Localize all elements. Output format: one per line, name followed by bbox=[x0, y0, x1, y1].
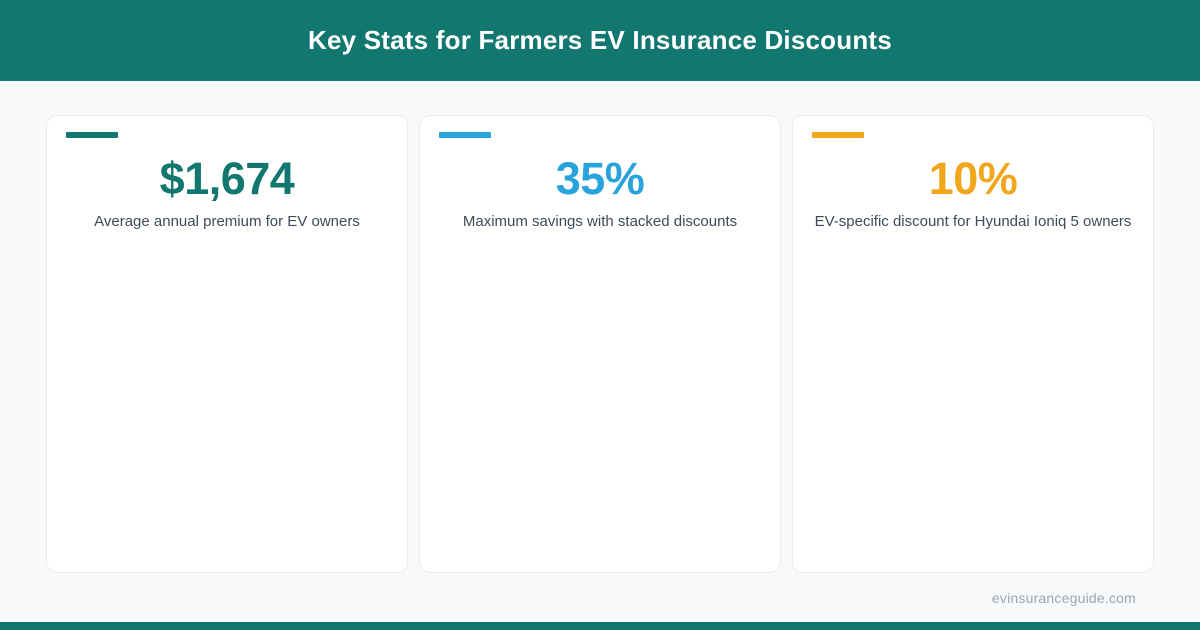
page-header: Key Stats for Farmers EV Insurance Disco… bbox=[0, 0, 1200, 81]
stat-label: Maximum savings with stacked discounts bbox=[462, 213, 738, 231]
card-accent-bar bbox=[439, 132, 491, 138]
stats-section: $1,674 Average annual premium for EV own… bbox=[0, 81, 1200, 573]
site-watermark: evinsuranceguide.com bbox=[991, 589, 1136, 606]
stat-label: EV-specific discount for Hyundai Ioniq 5… bbox=[814, 213, 1132, 231]
stat-value: $1,674 bbox=[159, 153, 295, 204]
stat-card: $1,674 Average annual premium for EV own… bbox=[46, 115, 408, 573]
stat-card-list: $1,674 Average annual premium for EV own… bbox=[46, 115, 1154, 573]
stat-card: 35% Maximum savings with stacked discoun… bbox=[419, 115, 781, 573]
page-footer: evinsuranceguide.com bbox=[0, 573, 1200, 622]
stat-label: Average annual premium for EV owners bbox=[94, 213, 360, 231]
footer-accent-bar bbox=[0, 622, 1200, 630]
stat-value: 10% bbox=[928, 153, 1018, 204]
card-accent-bar bbox=[812, 132, 864, 138]
stat-card: 10% EV-specific discount for Hyundai Ion… bbox=[792, 115, 1154, 573]
card-accent-bar bbox=[66, 132, 118, 138]
page-title: Key Stats for Farmers EV Insurance Disco… bbox=[308, 24, 892, 55]
stat-value: 35% bbox=[555, 153, 645, 204]
